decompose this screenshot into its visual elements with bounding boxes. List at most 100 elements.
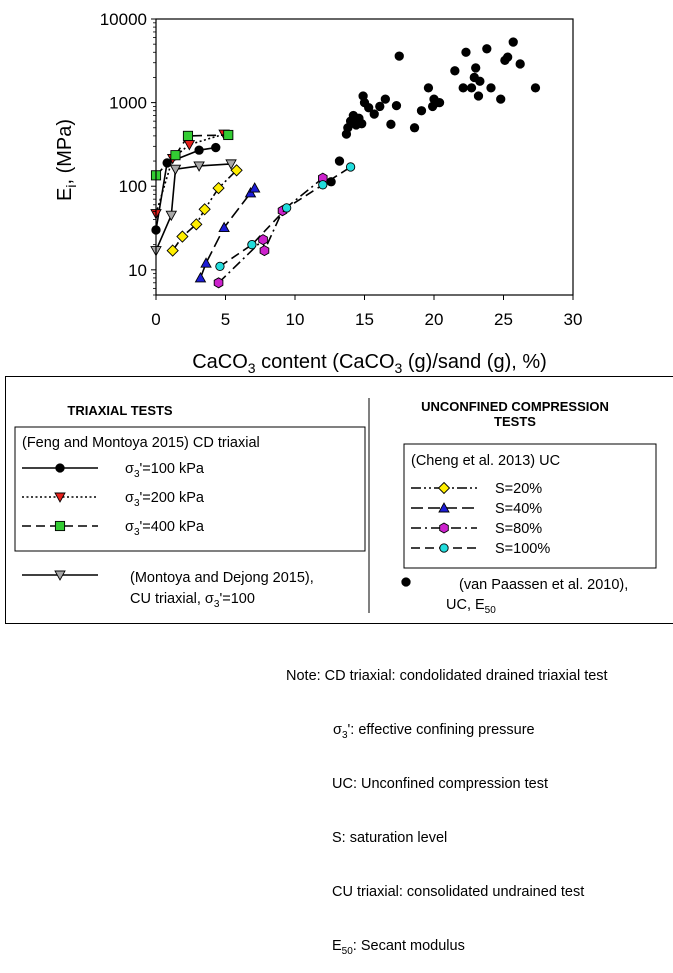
x-tick-label-5: 25 [494, 310, 513, 329]
series-uc20 [166, 164, 243, 257]
legend-s100-label-sub: 3 [134, 469, 140, 480]
y-tick-label-0: 10 [128, 261, 147, 280]
data-point-mont-2 [169, 164, 182, 176]
data-point-vp-14 [380, 94, 390, 104]
data-point-uc80-0 [213, 277, 224, 289]
data-point-vp-13 [375, 101, 385, 112]
legend-uc80-label: S=80% [495, 521, 542, 537]
note-e-text: : Secant modulus [352, 938, 465, 954]
data-point-uc100-3 [318, 180, 328, 190]
x-axis-label-part-1: 3 [248, 360, 256, 376]
data-point-vp-30 [471, 63, 481, 73]
note-line-6: E50: Secant modulus [286, 937, 673, 957]
series-uc80 [213, 172, 328, 289]
x-axis-label: CaCO3 content (CaCO3 (g)/sand (g), %) [192, 351, 547, 376]
legend-uc40-marker [438, 502, 450, 513]
data-point-vp-18 [409, 123, 420, 133]
x-axis-label-part-2: content (CaCO [256, 351, 395, 373]
plot-area [150, 37, 541, 289]
legend-s400-label: σ3'=400 kPa [125, 519, 205, 538]
legend-ucs-title-2: TESTS [494, 414, 536, 429]
legend-vp-line2-a: UC, E [446, 597, 485, 613]
legend-s100-label-rest: '=100 kPa [140, 461, 205, 477]
data-point-vp-17 [394, 51, 404, 61]
legend-uc80-marker [439, 522, 449, 534]
data-point-vp-1 [334, 156, 345, 166]
data-point-uc40-1 [200, 257, 212, 268]
legend-s200-label: σ3'=200 kPa [125, 490, 205, 509]
note-line-2: σ3': effective confining pressure [286, 721, 673, 741]
legend-s400-label-sub: 3 [134, 527, 140, 538]
note-line-3: UC: Unconfined compression test [332, 776, 548, 792]
legend-mont-line2-a: CU triaxial, σ [130, 591, 214, 607]
data-point-uc100-0 [215, 261, 225, 272]
data-point-vp-15 [386, 119, 396, 129]
legend: TRIAXIAL TESTS (Feng and Montoya 2015) CD… [14, 398, 657, 616]
y-axis-label-part-1: i [63, 185, 79, 188]
legend-cheng-title: (Cheng et al. 2013) UC [411, 453, 560, 469]
legend-s200-label-rest: '=200 kPa [140, 490, 205, 506]
legend-uc20-label: S=20% [495, 481, 542, 497]
data-point-vp-35 [496, 94, 506, 104]
data-point-vp-25 [450, 66, 460, 76]
data-point-vp-24 [434, 97, 445, 108]
legend-uc20-marker [437, 481, 451, 495]
data-point-vp-16 [391, 100, 402, 111]
note-line-1: Note: CD triaxial: condolidated drained … [286, 668, 608, 684]
y-tick-label-1: 100 [119, 177, 147, 196]
legend-s200-label-sigma: σ [125, 490, 134, 506]
note-line-4: S: saturation level [332, 830, 448, 846]
data-point-uc40-4 [248, 182, 261, 193]
data-point-vp-11 [364, 103, 374, 113]
series-s100 [151, 142, 221, 235]
legend-ucs-title-1: UNCONFINED COMPRESSION [421, 399, 609, 414]
x-tick-label-4: 20 [425, 310, 444, 329]
series-vp [326, 37, 541, 187]
legend-mont-line2-sub: 3 [214, 599, 220, 610]
data-point-mont-1 [165, 210, 178, 222]
legend-vp-marker [401, 577, 411, 587]
legend-s100-marker [55, 463, 65, 473]
legend-s100-label-sigma: σ [125, 461, 134, 477]
legend-border [5, 376, 673, 624]
x-axis-label-part-0: CaCO [192, 351, 248, 373]
data-point-uc20-2 [190, 218, 203, 231]
x-axis-label-part-4: (g)/sand (g), %) [402, 351, 546, 373]
data-point-mont-3 [193, 161, 205, 172]
legend-s400-label-sigma: σ [125, 519, 134, 535]
data-point-uc40-2 [218, 221, 230, 233]
data-point-vp-0 [326, 177, 336, 187]
y-tick-label-3: 10000 [100, 10, 147, 29]
legend-triaxial-title: TRIAXIAL TESTS [67, 403, 173, 418]
series-line-uc80 [218, 177, 324, 284]
notes-block: Note: CD triaxial: condolidated drained … [286, 631, 673, 973]
legend-s200-label-sub: 3 [134, 498, 140, 509]
data-point-uc20-3 [198, 203, 211, 216]
series-line-s400 [155, 134, 229, 176]
legend-mont-line2-c: '=100 [219, 591, 254, 607]
data-point-uc20-4 [212, 181, 225, 195]
data-point-vp-34 [486, 83, 496, 93]
legend-s100-label: σ3'=100 kPa [125, 461, 205, 480]
series-s400 [150, 129, 234, 181]
note-sigma: σ [333, 722, 342, 738]
data-point-vp-31 [473, 91, 484, 101]
data-point-vp-27 [461, 47, 471, 57]
data-point-s400-3 [223, 129, 234, 141]
data-point-vp-8 [357, 119, 367, 129]
data-point-mont-4 [225, 159, 237, 170]
legend-s400-label-rest: '=400 kPa [140, 519, 205, 535]
note-sigma-sub: 3 [341, 729, 348, 741]
data-point-s200-2 [183, 140, 196, 151]
legend-uc100-marker [439, 543, 449, 553]
legend-mont-line2: CU triaxial, σ3'=100 [130, 591, 255, 610]
data-point-uc20-0 [166, 244, 179, 257]
x-tick-label-3: 15 [355, 310, 374, 329]
data-point-vp-32 [475, 76, 485, 86]
data-point-s100-3 [211, 142, 221, 153]
legend-vp-line1: (van Paassen et al. 2010), [459, 577, 628, 593]
legend-s200-marker [54, 492, 66, 503]
series-line-s200 [155, 133, 225, 214]
